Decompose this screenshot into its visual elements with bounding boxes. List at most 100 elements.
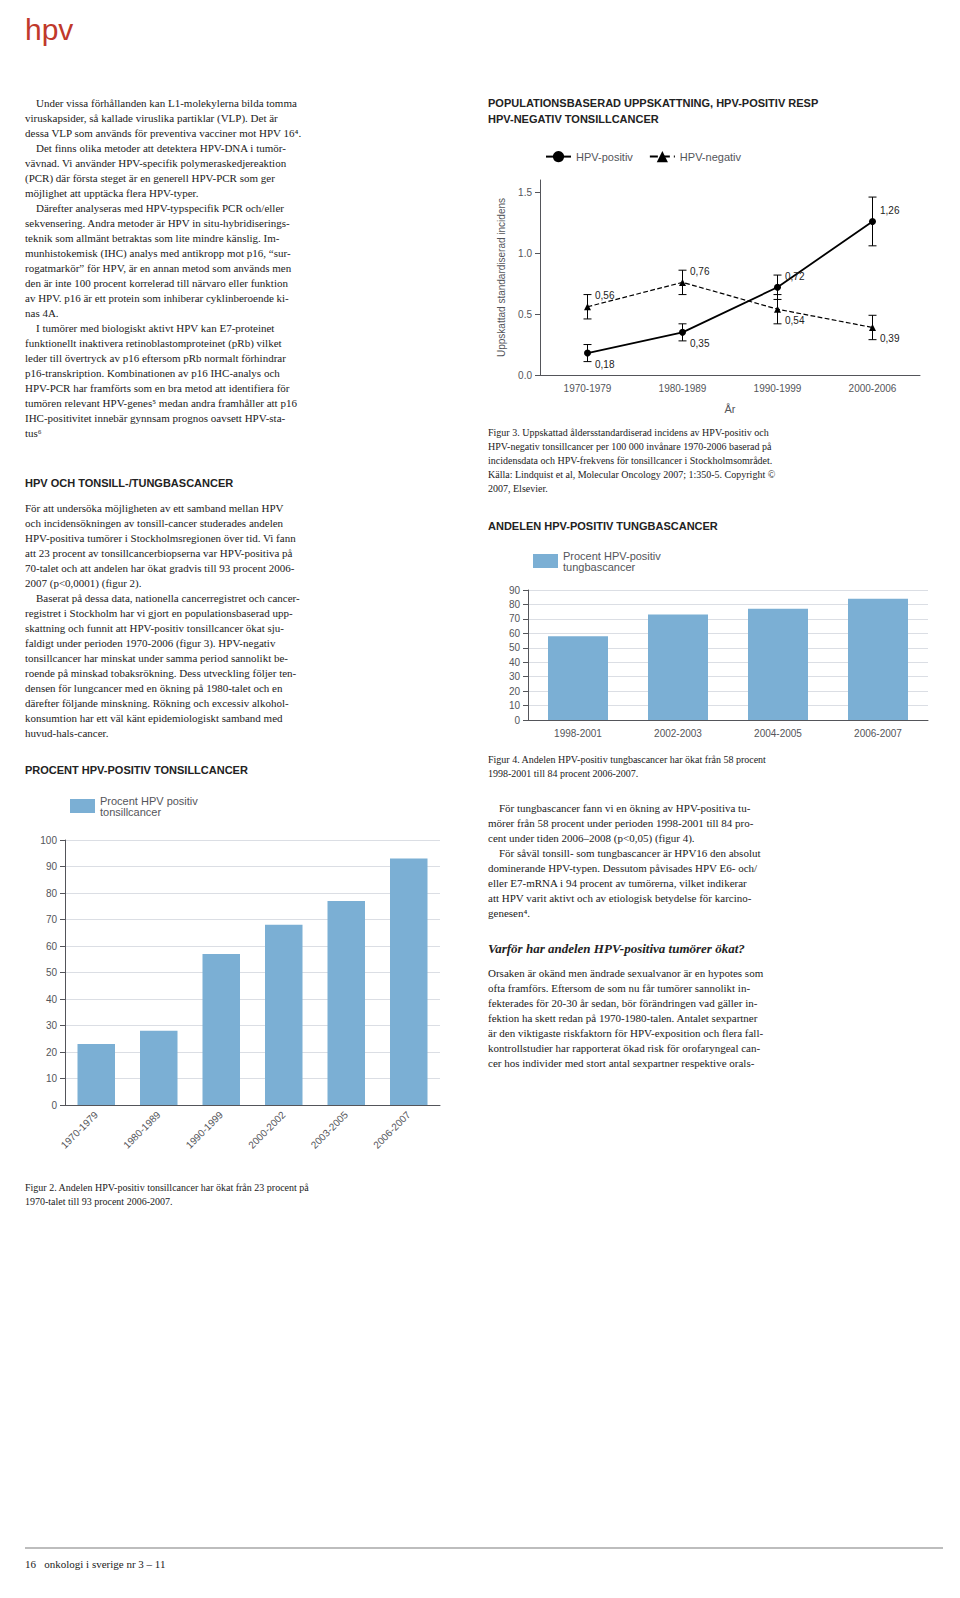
svg-text:tonsillcancer: tonsillcancer — [100, 806, 161, 818]
svg-text:ofta framförs. Eftersom de som: ofta framförs. Eftersom de som nu får tu… — [488, 982, 750, 994]
svg-text:100: 100 — [40, 835, 57, 846]
svg-text:av HPV. p16 är ett protein som: av HPV. p16 är ett protein som inhiberar… — [25, 292, 289, 304]
svg-text:10: 10 — [46, 1073, 58, 1084]
svg-text:Därefter analyseras med HPV-ty: Därefter analyseras med HPV-typspecifik … — [25, 202, 284, 214]
svg-text:funktionellt inaktivera retino: funktionellt inaktivera retinoblastompro… — [25, 337, 282, 350]
svg-text:2000-2002: 2000-2002 — [246, 1109, 288, 1151]
svg-text:Figur 3. Uppskattad åldersstan: Figur 3. Uppskattad åldersstandardiserad… — [488, 427, 769, 438]
svg-text:60: 60 — [509, 628, 521, 639]
svg-text:Uppskattad standardiserad inci: Uppskattad standardiserad incidens — [496, 198, 507, 357]
svg-text:0: 0 — [514, 715, 520, 726]
svg-text:80: 80 — [509, 599, 521, 610]
svg-text:PROCENT HPV-POSITIV TONSILLCAN: PROCENT HPV-POSITIV TONSILLCANCER — [25, 764, 248, 776]
svg-text:I tumörer med biologiskt aktiv: I tumörer med biologiskt aktivt HPV kan … — [25, 322, 274, 334]
svg-text:är den viktigaste riskfaktorn: är den viktigaste riskfaktorn för HPV-ex… — [488, 1027, 763, 1039]
svg-text:skattning och funnit att HPV-p: skattning och funnit att HPV-positiv ton… — [25, 622, 284, 634]
svg-text:vävnad. Vi använder HPV-specif: vävnad. Vi använder HPV-specifik polymer… — [25, 157, 287, 169]
svg-text:1.0: 1.0 — [518, 248, 532, 259]
svg-text:2002-2003: 2002-2003 — [654, 728, 702, 739]
svg-text:roende på minskad tobaksröknin: roende på minskad tobaksrökning. Dess ut… — [25, 667, 297, 679]
svg-text:teknik som allmänt betraktas s: teknik som allmänt betraktas som lite mi… — [25, 232, 280, 244]
svg-text:HPV-NEGATIV TONSILLCANCER: HPV-NEGATIV TONSILLCANCER — [488, 113, 659, 125]
svg-text:den är inte 100 procent korrel: den är inte 100 procent korrelerad till … — [25, 277, 288, 289]
svg-text:1.5: 1.5 — [518, 187, 532, 198]
svg-text:HPV-positiv: HPV-positiv — [576, 151, 633, 163]
svg-text:1970-1979: 1970-1979 — [564, 383, 612, 394]
svg-text:0.0: 0.0 — [518, 370, 532, 381]
svg-text:POPULATIONSBASERAD UPPSKATTNIN: POPULATIONSBASERAD UPPSKATTNING, HPV-POS… — [488, 97, 818, 109]
svg-text:genesen⁴.: genesen⁴. — [488, 907, 530, 919]
svg-text:HPV-negativ: HPV-negativ — [680, 151, 742, 163]
svg-text:50: 50 — [509, 642, 521, 653]
svg-text:Baserat på dessa data, natione: Baserat på dessa data, nationella cancer… — [25, 592, 300, 604]
svg-text:sekvensering. Andra metoder är: sekvensering. Andra metoder är HPV in si… — [25, 217, 290, 229]
svg-text:Under vissa förhållanden kan L: Under vissa förhållanden kan L1-molekyle… — [25, 97, 297, 109]
svg-text:tumören relevant HPV-genes⁵ me: tumören relevant HPV-genes⁵ medan andra … — [25, 397, 297, 409]
svg-text:fektion ha skett redan på 1970: fektion ha skett redan på 1970-1980-tale… — [488, 1012, 758, 1024]
svg-text:nas 4A.: nas 4A. — [25, 307, 59, 319]
svg-text:År: År — [725, 403, 736, 415]
svg-text:Figur 4. Andelen HPV-positiv t: Figur 4. Andelen HPV-positiv tungbascanc… — [488, 754, 766, 765]
svg-text:0,39: 0,39 — [880, 333, 900, 344]
svg-text:70: 70 — [46, 914, 58, 925]
svg-text:50: 50 — [46, 967, 58, 978]
svg-text:1980-1989: 1980-1989 — [659, 383, 707, 394]
svg-text:HPV-negativ tonsillcancer per: HPV-negativ tonsillcancer per 100 000 in… — [488, 441, 772, 452]
svg-text:Orsaken är okänd men ändrade s: Orsaken är okänd men ändrade sexualvanor… — [488, 967, 764, 979]
svg-text:tus⁶: tus⁶ — [25, 427, 42, 439]
svg-text:10: 10 — [509, 700, 521, 711]
svg-text:cer hos individer med stort an: cer hos individer med stort antal sexpar… — [488, 1057, 755, 1069]
svg-text:40: 40 — [46, 994, 58, 1005]
svg-text:2003-2005: 2003-2005 — [309, 1109, 351, 1151]
svg-text:1990-1999: 1990-1999 — [184, 1109, 226, 1151]
svg-text:därefter följande minskning. R: därefter följande minskning. Rökning och… — [25, 697, 289, 709]
svg-text:1970-1979: 1970-1979 — [59, 1109, 101, 1151]
svg-text:tonsillcancer har minskat unde: tonsillcancer har minskat under samma pe… — [25, 652, 288, 664]
svg-text:HPV OCH TONSILL-/TUNGBASCANCER: HPV OCH TONSILL-/TUNGBASCANCER — [25, 477, 233, 489]
svg-text:tungbascancer: tungbascancer — [563, 561, 635, 573]
svg-text:viruskapsider, så kallade viru: viruskapsider, så kallade viruslika part… — [25, 112, 278, 125]
svg-text:0,76: 0,76 — [690, 266, 710, 277]
svg-text:60: 60 — [46, 941, 58, 952]
svg-text:Det finns olika metoder att de: Det finns olika metoder att detektera HP… — [25, 142, 286, 154]
svg-text:eller E7-mRNA i 94 procent av: eller E7-mRNA i 94 procent av tumörerna,… — [488, 877, 747, 889]
svg-text:HPV-positiva tumörer i Stockho: HPV-positiva tumörer i Stockholmsregione… — [25, 532, 296, 544]
svg-text:munhistokemisk (IHC) analys me: munhistokemisk (IHC) analys med antikrop… — [25, 247, 291, 260]
svg-text:faldigt under perioden 1970-20: faldigt under perioden 1970-2006 (figur … — [25, 637, 276, 650]
svg-text:leder till övertryck av p16 ef: leder till övertryck av p16 eftersom pRb… — [25, 352, 286, 364]
svg-text:Källa: Lindquist et al, Molecu: Källa: Lindquist et al, Molecular Oncolo… — [488, 469, 776, 480]
svg-text:incidensdata och HPV-frekvens: incidensdata och HPV-frekvens för tonsil… — [488, 455, 772, 466]
svg-text:Varför har andelen HPV-positiv: Varför har andelen HPV-positiva tumörer … — [488, 941, 745, 956]
svg-text:0: 0 — [51, 1100, 57, 1111]
svg-text:huvud-hals-cancer.: huvud-hals-cancer. — [25, 727, 109, 739]
svg-text:2000-2006: 2000-2006 — [849, 383, 897, 394]
svg-text:0.5: 0.5 — [518, 309, 532, 320]
svg-text:mörer från 58 procent under pe: mörer från 58 procent under perioden 199… — [488, 817, 754, 829]
svg-text:konsumtion har ett väl känt ep: konsumtion har ett väl känt epidemiologi… — [25, 712, 283, 724]
svg-text:0,35: 0,35 — [690, 338, 710, 349]
svg-text:2004-2005: 2004-2005 — [754, 728, 802, 739]
svg-text:80: 80 — [46, 888, 58, 899]
svg-text:40: 40 — [509, 657, 521, 668]
svg-text:registret i Stockholm har vi g: registret i Stockholm har vi gjort en po… — [25, 607, 293, 619]
svg-text:70-talet och att andelen har ö: 70-talet och att andelen har ökat gradvi… — [25, 562, 295, 574]
svg-text:fekterades för 20-30 år sedan,: fekterades för 20-30 år sedan, bör förän… — [488, 997, 758, 1009]
svg-text:ANDELEN HPV-POSITIV TUNGBASCAN: ANDELEN HPV-POSITIV TUNGBASCANCER — [488, 520, 718, 532]
svg-text:20: 20 — [46, 1047, 58, 1058]
svg-text:70: 70 — [509, 613, 521, 624]
svg-text:20: 20 — [509, 686, 521, 697]
svg-text:möjlighet att upptäcka flera H: möjlighet att upptäcka flera HPV-typer. — [25, 187, 199, 199]
svg-text:densen för lungcancer med en ö: densen för lungcancer med en ökning på 1… — [25, 682, 283, 694]
svg-text:dessa VLP som används för prev: dessa VLP som används för preventiva vac… — [25, 127, 301, 139]
svg-text:2007, Elsevier.: 2007, Elsevier. — [488, 483, 548, 494]
svg-text:0,56: 0,56 — [595, 290, 615, 301]
svg-text:0,72: 0,72 — [785, 271, 805, 282]
svg-text:1980-1989: 1980-1989 — [121, 1109, 163, 1151]
svg-text:p16-transkription. Kombination: p16-transkription. Kombinationen av p16 … — [25, 367, 280, 379]
svg-text:hpv: hpv — [25, 13, 73, 46]
svg-text:För såväl tonsill- som tungbas: För såväl tonsill- som tungbascancer är … — [488, 847, 761, 859]
svg-text:30: 30 — [509, 671, 521, 682]
svg-text:att HPV varit aktivt och av et: att HPV varit aktivt och av etiologisk b… — [488, 892, 752, 904]
svg-text:2007 (p<0,0001) (figur 2).: 2007 (p<0,0001) (figur 2). — [25, 577, 142, 590]
svg-text:0,54: 0,54 — [785, 315, 805, 326]
